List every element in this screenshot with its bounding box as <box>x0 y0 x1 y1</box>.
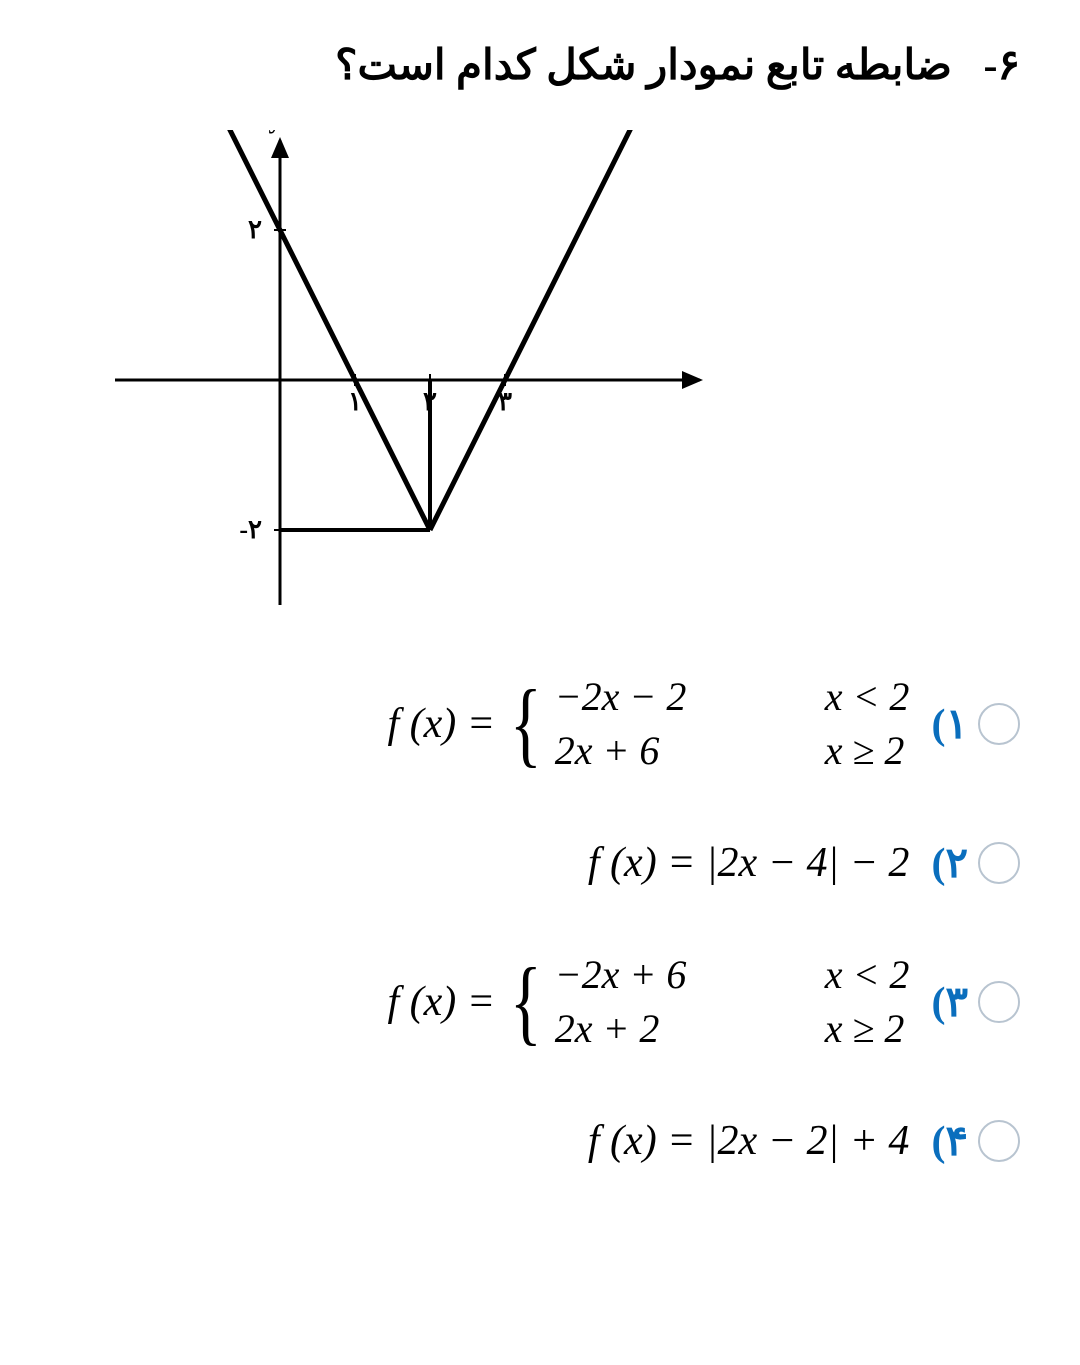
option-3-expression: f (x) = {−2x + 6x < 22x + 2x ≥ 2 <box>20 948 909 1056</box>
option-3-radio[interactable] <box>978 981 1020 1023</box>
option-1-number: ۱) <box>931 699 968 749</box>
options-list: ۱) f (x) = {−2x − 2x < 22x + 6x ≥ 2 ۲) f (x… <box>0 640 1080 1196</box>
y-tick-label: -۲ <box>239 515 262 544</box>
question-title: ۶- ضابطه تابع نمودار شکل کدام است؟ <box>335 40 1020 90</box>
option-row: ۱) f (x) = {−2x − 2x < 22x + 6x ≥ 2 <box>0 640 1080 808</box>
option-3-number: ۳) <box>931 977 968 1027</box>
option-1-expression: f (x) = {−2x − 2x < 22x + 6x ≥ 2 <box>20 670 909 778</box>
question-text: ضابطه تابع نمودار شکل کدام است؟ <box>335 43 952 89</box>
y-tick-label: ۲ <box>248 215 262 244</box>
y-axis-label: y <box>269 130 282 134</box>
option-2-radio[interactable] <box>978 842 1020 884</box>
option-2-expression: f (x) = |2x − 4| − 2 <box>20 839 909 887</box>
data-line <box>205 130 430 530</box>
graph-svg: yx۱۲۳۲-۲ <box>90 130 710 610</box>
option-2-number: ۲) <box>931 838 968 888</box>
option-1-radio[interactable] <box>978 703 1020 745</box>
question-number: ۶- <box>983 43 1020 89</box>
option-4-number: ۴) <box>931 1116 968 1166</box>
option-4-expression: f (x) = |2x − 2| + 4 <box>20 1117 909 1165</box>
option-row: ۲) f (x) = |2x − 4| − 2 <box>0 808 1080 918</box>
option-4-radio[interactable] <box>978 1120 1020 1162</box>
function-graph: yx۱۲۳۲-۲ <box>90 130 710 610</box>
data-line <box>430 130 655 530</box>
option-row: ۴) f (x) = |2x − 2| + 4 <box>0 1086 1080 1196</box>
option-row: ۳) f (x) = {−2x + 6x < 22x + 2x ≥ 2 <box>0 918 1080 1086</box>
